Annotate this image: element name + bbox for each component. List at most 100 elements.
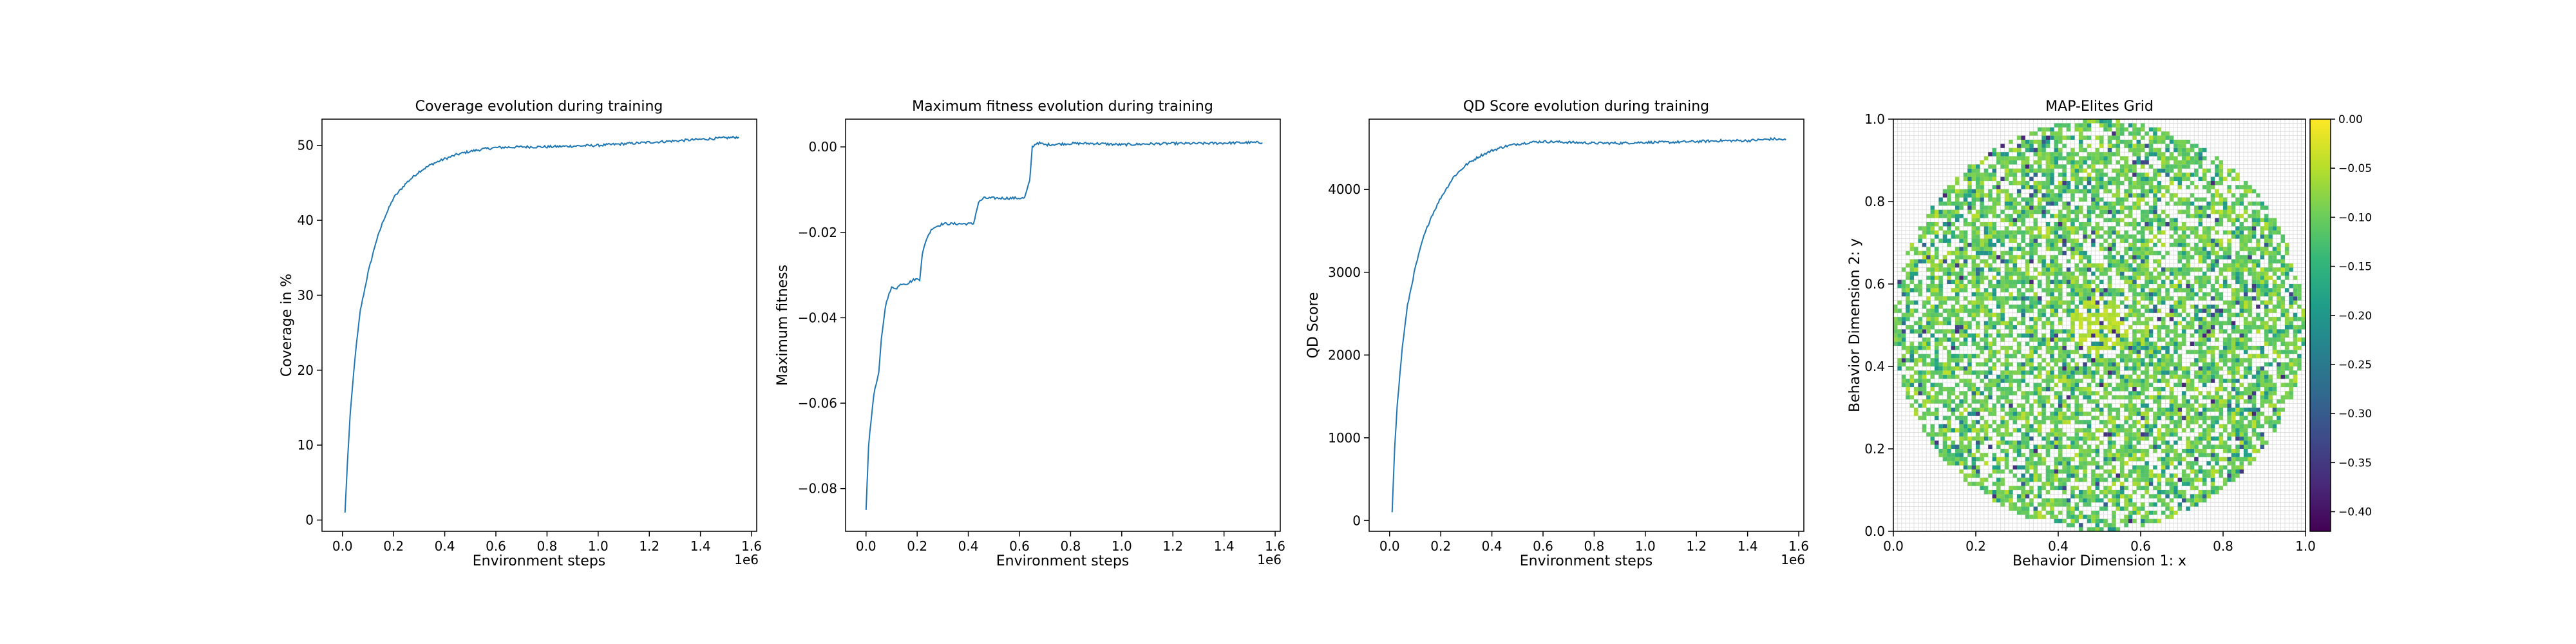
grid-cell xyxy=(2227,209,2231,214)
grid-cell xyxy=(2116,144,2120,148)
grid-cell xyxy=(2021,300,2025,305)
grid-cell xyxy=(2202,185,2207,189)
grid-cell xyxy=(2141,515,2145,519)
grid-cell xyxy=(2000,370,2005,375)
grid-cell xyxy=(2112,202,2116,206)
grid-cell xyxy=(1971,399,1976,404)
grid-cell xyxy=(2012,271,2017,276)
grid-cell xyxy=(2017,453,2022,457)
grid-cell xyxy=(2202,305,2207,309)
grid-cell xyxy=(1942,267,1947,272)
grid-cell xyxy=(2029,490,2034,495)
grid-cell xyxy=(1906,305,1910,309)
grid-cell xyxy=(2194,243,2199,247)
grid-cell xyxy=(2227,408,2231,412)
grid-cell xyxy=(2045,127,2050,132)
grid-cell xyxy=(2009,490,2013,495)
x-offset-label: 1e6 xyxy=(734,552,759,567)
grid-cell xyxy=(2099,214,2104,218)
grid-cell xyxy=(2153,152,2157,156)
grid-cell xyxy=(2177,234,2182,239)
grid-cell xyxy=(2116,263,2120,268)
grid-cell xyxy=(2186,420,2190,424)
grid-cell xyxy=(1947,243,1951,247)
grid-cell xyxy=(2174,408,2178,412)
grid-cell xyxy=(1996,395,2001,400)
grid-cell xyxy=(2136,366,2141,371)
grid-cell xyxy=(1963,296,1968,301)
grid-cell xyxy=(1906,383,1910,387)
grid-cell xyxy=(2182,247,2186,251)
grid-cell xyxy=(2029,325,2034,330)
grid-cell xyxy=(2186,350,2190,354)
grid-cell xyxy=(2054,444,2058,449)
grid-cell xyxy=(2070,147,2075,153)
grid-cell xyxy=(2174,193,2178,198)
grid-cell xyxy=(2021,494,2025,498)
grid-cell xyxy=(2058,399,2063,404)
grid-cell xyxy=(2095,267,2099,272)
grid-cell xyxy=(2169,506,2174,511)
grid-cell xyxy=(1971,469,1976,474)
grid-cell xyxy=(2004,160,2009,165)
grid-cell xyxy=(2148,308,2154,313)
grid-cell xyxy=(2107,152,2112,156)
grid-cell xyxy=(2012,160,2017,165)
grid-cell xyxy=(2087,144,2092,148)
grid-cell xyxy=(1926,329,1931,334)
grid-cell xyxy=(1942,321,1947,325)
grid-cell xyxy=(2206,366,2211,371)
grid-cell xyxy=(2141,387,2145,392)
grid-cell xyxy=(1955,395,1960,400)
grid-cell xyxy=(1971,243,1976,247)
grid-cell xyxy=(2169,193,2174,198)
grid-cell xyxy=(2174,374,2178,379)
grid-cell xyxy=(2190,226,2195,231)
grid-cell xyxy=(1976,325,1980,330)
grid-cell xyxy=(2231,230,2236,235)
grid-cell xyxy=(2000,502,2005,507)
grid-cell xyxy=(2202,284,2207,289)
grid-cell xyxy=(1926,296,1931,301)
grid-cell xyxy=(1971,473,1976,478)
grid-cell xyxy=(2182,308,2186,313)
grid-cell xyxy=(2231,453,2236,457)
grid-cell xyxy=(1947,415,1951,421)
grid-cell xyxy=(2116,267,2120,272)
grid-cell xyxy=(2239,284,2244,289)
grid-cell xyxy=(1938,337,1943,342)
grid-cell xyxy=(2074,247,2079,251)
grid-cell xyxy=(2231,305,2236,309)
grid-cell xyxy=(1922,230,1927,235)
grid-cell xyxy=(2062,279,2067,284)
grid-cell xyxy=(2054,312,2058,317)
grid-cell xyxy=(2198,296,2202,301)
grid-cell xyxy=(2169,432,2174,437)
grid-cell xyxy=(1959,436,1964,441)
grid-cell xyxy=(2219,214,2223,218)
grid-cell xyxy=(2210,259,2215,263)
grid-cell xyxy=(2054,288,2058,292)
grid-cell xyxy=(2227,230,2231,235)
grid-cell xyxy=(1897,366,1902,371)
grid-cell xyxy=(2169,473,2174,478)
grid-cell xyxy=(2136,412,2141,416)
grid-cell xyxy=(2004,321,2009,325)
grid-cell xyxy=(2141,379,2145,383)
grid-cell xyxy=(2099,341,2104,346)
grid-cell xyxy=(1959,325,1964,330)
max-fitness-chart: Maximum fitness evolution during trainin… xyxy=(775,99,1285,569)
grid-cell xyxy=(1963,230,1968,235)
grid-cell xyxy=(1976,428,1980,433)
grid-cell xyxy=(2012,173,2017,177)
grid-cell xyxy=(2112,131,2116,136)
grid-cell xyxy=(2202,490,2207,495)
grid-cell xyxy=(2248,189,2252,194)
grid-cell xyxy=(2103,292,2108,297)
grid-cell xyxy=(2000,403,2005,408)
grid-cell xyxy=(1967,243,1972,247)
grid-cell xyxy=(2223,477,2228,482)
grid-cell xyxy=(2095,288,2099,292)
grid-cell xyxy=(2124,329,2128,334)
grid-cell xyxy=(2000,300,2005,305)
